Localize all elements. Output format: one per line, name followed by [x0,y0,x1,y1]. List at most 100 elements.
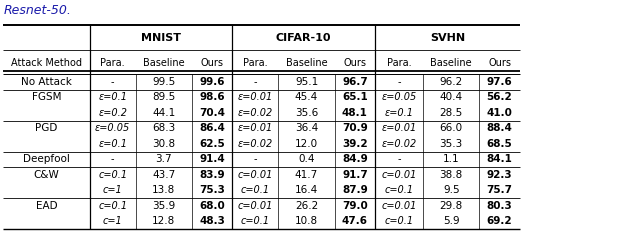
Text: 75.7: 75.7 [486,185,513,195]
Text: SVHN: SVHN [430,33,465,43]
Text: c=0.1: c=0.1 [385,185,413,195]
Text: c=1: c=1 [103,185,122,195]
Text: EAD: EAD [36,201,57,211]
Text: 99.6: 99.6 [200,77,225,87]
Text: ε=0.01: ε=0.01 [381,123,417,134]
Text: 13.8: 13.8 [152,185,175,195]
Text: 87.9: 87.9 [342,185,368,195]
Text: 39.2: 39.2 [342,139,368,149]
Text: ε=0.01: ε=0.01 [237,92,273,103]
Text: No Attack: No Attack [21,77,72,87]
Text: 95.1: 95.1 [295,77,318,87]
Text: 56.2: 56.2 [486,92,513,103]
Text: 68.0: 68.0 [199,201,225,211]
Text: ε=0.2: ε=0.2 [98,108,127,118]
Text: -: - [253,77,257,87]
Text: Baseline: Baseline [285,58,328,68]
Text: c=0.01: c=0.01 [381,170,417,180]
Text: 70.4: 70.4 [199,108,225,118]
Text: 26.2: 26.2 [295,201,318,211]
Text: 70.9: 70.9 [342,123,368,134]
Text: 92.3: 92.3 [486,170,513,180]
Text: 89.5: 89.5 [152,92,175,103]
Text: ε=0.1: ε=0.1 [98,92,127,103]
Text: 79.0: 79.0 [342,201,368,211]
Text: ε=0.05: ε=0.05 [381,92,417,103]
Text: Para.: Para. [243,58,268,68]
Text: PGD: PGD [35,123,58,134]
Text: CIFAR-10: CIFAR-10 [276,33,332,43]
Text: 62.5: 62.5 [199,139,225,149]
Text: 99.5: 99.5 [152,77,175,87]
Text: 98.6: 98.6 [199,92,225,103]
Text: 96.2: 96.2 [440,77,463,87]
Text: 30.8: 30.8 [152,139,175,149]
Text: c=0.01: c=0.01 [237,170,273,180]
Text: Baseline: Baseline [430,58,472,68]
Text: 12.0: 12.0 [295,139,318,149]
Text: -: - [111,154,115,164]
Text: c=0.1: c=0.1 [241,185,270,195]
Text: Ours: Ours [344,58,366,68]
Text: ε=0.1: ε=0.1 [98,139,127,149]
Text: -: - [397,154,401,164]
Text: 28.5: 28.5 [440,108,463,118]
Text: ε=0.02: ε=0.02 [237,108,273,118]
Text: c=1: c=1 [103,216,122,226]
Text: ε=0.02: ε=0.02 [381,139,417,149]
Text: Para.: Para. [100,58,125,68]
Text: 84.1: 84.1 [486,154,513,164]
Text: 91.4: 91.4 [199,154,225,164]
Text: 68.3: 68.3 [152,123,175,134]
Text: ε=0.05: ε=0.05 [95,123,131,134]
Text: FGSM: FGSM [31,92,61,103]
Text: 29.8: 29.8 [440,201,463,211]
Text: 48.1: 48.1 [342,108,368,118]
Text: Ours: Ours [201,58,223,68]
Text: c=0.1: c=0.1 [98,170,127,180]
Text: 75.3: 75.3 [199,185,225,195]
Text: 83.9: 83.9 [199,170,225,180]
Text: 12.8: 12.8 [152,216,175,226]
Text: ε=0.1: ε=0.1 [385,108,413,118]
Text: Ours: Ours [488,58,511,68]
Text: 5.9: 5.9 [443,216,460,226]
Text: ε=0.02: ε=0.02 [237,139,273,149]
Text: 97.6: 97.6 [486,77,513,87]
Text: ε=0.01: ε=0.01 [237,123,273,134]
Text: 35.9: 35.9 [152,201,175,211]
Text: 1.1: 1.1 [443,154,460,164]
Text: c=0.1: c=0.1 [241,216,270,226]
Text: 80.3: 80.3 [486,201,513,211]
Text: 16.4: 16.4 [295,185,318,195]
Text: 40.4: 40.4 [440,92,463,103]
Text: Deepfool: Deepfool [23,154,70,164]
Text: c=0.1: c=0.1 [98,201,127,211]
Text: c=0.01: c=0.01 [381,201,417,211]
Text: 47.6: 47.6 [342,216,368,226]
Text: 96.7: 96.7 [342,77,368,87]
Text: 35.3: 35.3 [440,139,463,149]
Text: 0.4: 0.4 [298,154,315,164]
Text: 3.7: 3.7 [156,154,172,164]
Text: 44.1: 44.1 [152,108,175,118]
Text: -: - [397,77,401,87]
Text: 66.0: 66.0 [440,123,463,134]
Text: 84.9: 84.9 [342,154,368,164]
Text: 88.4: 88.4 [486,123,513,134]
Text: Baseline: Baseline [143,58,185,68]
Text: 35.6: 35.6 [295,108,318,118]
Text: Para.: Para. [387,58,412,68]
Text: 68.5: 68.5 [486,139,513,149]
Text: c=0.01: c=0.01 [237,201,273,211]
Text: 38.8: 38.8 [440,170,463,180]
Text: 43.7: 43.7 [152,170,175,180]
Text: Attack Method: Attack Method [11,58,82,68]
Text: 10.8: 10.8 [295,216,318,226]
Text: 41.7: 41.7 [295,170,318,180]
Text: 48.3: 48.3 [199,216,225,226]
Text: 41.0: 41.0 [486,108,513,118]
Text: c=0.1: c=0.1 [385,216,413,226]
Text: 45.4: 45.4 [295,92,318,103]
Text: 91.7: 91.7 [342,170,368,180]
